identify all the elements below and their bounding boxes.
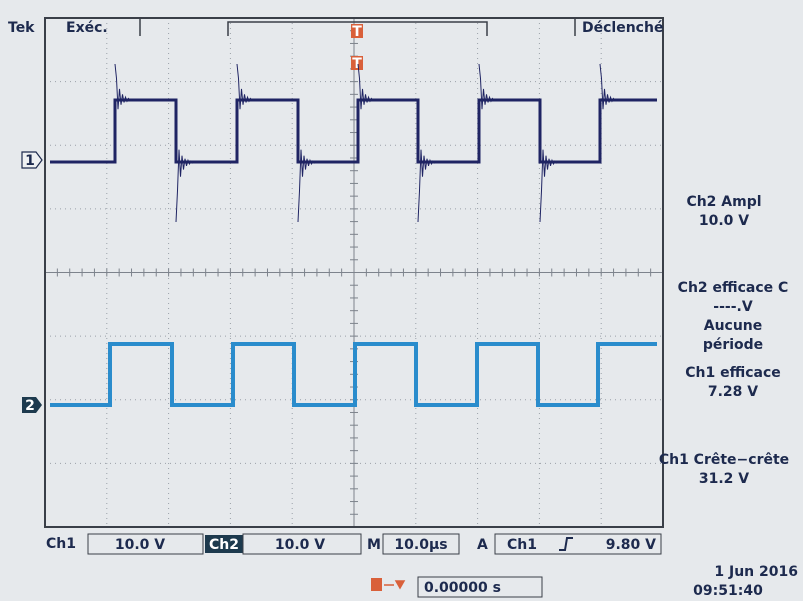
trigger-position-icon bbox=[371, 578, 382, 591]
measure-value: 10.0 V bbox=[699, 213, 749, 229]
oscilloscope-screen: Tek Exéc. Déclenché T T 1 2 Ch2 Ampl 10.… bbox=[0, 0, 803, 601]
ch1-marker-label: 1 bbox=[25, 153, 35, 169]
timebase: 10.0µs bbox=[394, 537, 447, 553]
measure-value: ----.V bbox=[713, 299, 753, 315]
ch2-scale: 10.0 V bbox=[275, 537, 325, 553]
trigger-marker-label: T bbox=[352, 24, 362, 40]
page: Tek Exéc. Déclenché T T 1 2 Ch2 Ampl 10.… bbox=[0, 0, 803, 601]
trigger-level: 9.80 V bbox=[606, 537, 656, 553]
date: 1 Jun 2016 bbox=[714, 564, 798, 580]
background bbox=[0, 0, 803, 601]
status: Exéc. bbox=[66, 20, 108, 36]
ch2-marker-label: 2 bbox=[25, 398, 35, 414]
trigger-state: Déclenché bbox=[582, 20, 663, 36]
trigger-source: Ch1 bbox=[507, 537, 537, 553]
ch2-label: Ch2 bbox=[209, 537, 239, 553]
timebase-label: M bbox=[367, 537, 381, 553]
measure-label: Ch1 efficace bbox=[685, 365, 781, 381]
trigger-level-label: T bbox=[352, 56, 362, 72]
measure-value: 31.2 V bbox=[699, 471, 749, 487]
ch1-label: Ch1 bbox=[46, 536, 76, 552]
ch1-scale: 10.0 V bbox=[115, 537, 165, 553]
measure-note: période bbox=[703, 337, 763, 353]
time: 09:51:40 bbox=[693, 583, 763, 599]
trigger-label: A bbox=[477, 537, 488, 553]
trigger-position: 0.00000 s bbox=[424, 580, 501, 596]
measure-label: Ch2 Ampl bbox=[686, 194, 761, 210]
measure-label: Ch1 Crête−crête bbox=[659, 452, 789, 468]
brand: Tek bbox=[8, 20, 35, 36]
measure-value: 7.28 V bbox=[708, 384, 758, 400]
measure-label: Ch2 efficace C bbox=[678, 280, 789, 296]
measure-note: Aucune bbox=[704, 318, 763, 334]
